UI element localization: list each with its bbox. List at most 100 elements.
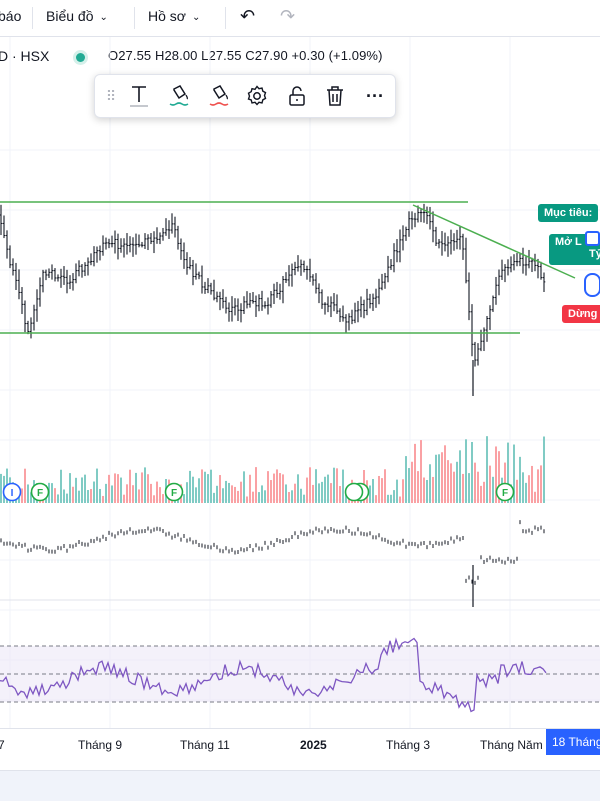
volume-bar (138, 489, 140, 503)
price-chart[interactable]: IFFFF (0, 37, 600, 728)
position-handle[interactable] (584, 273, 600, 297)
volume-bar (477, 471, 479, 503)
divider (134, 7, 135, 29)
volume-bar (297, 474, 299, 503)
volume-bar (258, 492, 260, 503)
position-handle-top[interactable] (585, 231, 600, 246)
volume-bar (75, 477, 77, 503)
profile-menu-label: Hồ sơ (148, 8, 186, 24)
volume-bar (102, 495, 104, 503)
volume-bar (186, 482, 188, 503)
volume-bar (255, 467, 257, 503)
volume-bar (378, 475, 380, 503)
line-color-icon[interactable] (167, 84, 191, 108)
volume-bar (231, 485, 233, 503)
more-icon[interactable]: ··· (366, 85, 384, 106)
rsi-line (0, 637, 547, 713)
open-label-text: Mở L (555, 236, 582, 248)
volume-bar (486, 436, 488, 503)
redo-icon[interactable]: ↷ (280, 6, 296, 26)
time-tick: Tháng 11 (180, 738, 230, 752)
time-tick: Tháng 9 (78, 738, 123, 752)
volume-bar (72, 486, 74, 503)
drawing-toolbar: ⠿ ··· (94, 74, 396, 118)
settings-icon[interactable] (245, 84, 269, 108)
fill-color-icon[interactable] (207, 84, 231, 108)
bottom-panel (0, 770, 600, 801)
undo-icon[interactable]: ↶ (240, 6, 256, 26)
volume-bar (204, 471, 206, 503)
event-label: F (37, 488, 43, 499)
volume-bar (219, 475, 221, 503)
text-icon[interactable] (127, 84, 151, 108)
event-marker (344, 482, 364, 502)
volume-bar (156, 481, 158, 503)
volume-bars (0, 436, 545, 503)
volume-bar (537, 469, 539, 503)
drag-handle-icon[interactable]: ⠿ (105, 87, 117, 104)
volume-bar (135, 472, 137, 503)
volume-bar (24, 468, 26, 503)
volume-bar (216, 485, 218, 503)
volume-bar (345, 492, 347, 503)
volume-bar (336, 468, 338, 503)
event-marker (164, 482, 184, 502)
chevron-down-icon: ⌄ (191, 12, 201, 23)
symbol-name[interactable]: D · HSX (0, 48, 50, 64)
volume-bar (423, 477, 425, 503)
time-axis[interactable]: 7 Tháng 9 Tháng 11 2025 Tháng 3 Tháng Nă… (0, 728, 600, 759)
volume-bar (249, 474, 251, 503)
divider (225, 7, 226, 29)
volume-bar (483, 481, 485, 503)
volume-bar (222, 488, 224, 503)
volume-bar (417, 471, 419, 503)
target-label[interactable]: Mục tiêu: (538, 204, 599, 222)
volume-bar (252, 491, 254, 503)
volume-bar (108, 474, 110, 503)
volume-bar (90, 489, 92, 503)
volume-bar (282, 474, 284, 503)
event-label: F (171, 488, 177, 499)
volume-bar (495, 446, 497, 503)
volume-bar (66, 493, 68, 503)
volume-bar (318, 483, 320, 503)
current-time-label: 18 Tháng (546, 729, 600, 755)
time-tick: 7 (0, 738, 5, 752)
divider (32, 7, 33, 29)
volume-bar (321, 481, 323, 503)
top-toolbar: báo Biểu đồ ⌄ Hồ sơ ⌄ ↶ ↷ (0, 0, 600, 37)
unlock-icon[interactable] (285, 84, 309, 108)
volume-bar (540, 465, 542, 503)
volume-bar (246, 496, 248, 503)
trend-line (412, 204, 576, 279)
volume-bar (69, 473, 71, 503)
volume-bar (114, 473, 116, 503)
chart-menu-button[interactable]: Biểu đồ ⌄ (46, 8, 108, 24)
volume-bar (183, 494, 185, 503)
volume-bar (330, 483, 332, 503)
volume-bar (375, 495, 377, 503)
profile-menu-button[interactable]: Hồ sơ ⌄ (148, 8, 200, 24)
alert-menu-partial[interactable]: báo (0, 8, 22, 24)
volume-bar (234, 486, 236, 503)
volume-bar (453, 471, 455, 503)
volume-bar (324, 476, 326, 503)
volume-bar (339, 486, 341, 503)
volume-bar (480, 485, 482, 503)
volume-bar (438, 454, 440, 503)
open-position-label[interactable]: Mở L Tỷ (549, 234, 600, 265)
volume-bar (309, 467, 311, 503)
volume-bar (63, 489, 65, 503)
volume-bar (141, 472, 143, 503)
volume-bar (528, 475, 530, 503)
volume-bar (525, 482, 527, 503)
volume-bar (405, 456, 407, 503)
stop-label[interactable]: Dừng (562, 305, 600, 323)
volume-bar (195, 487, 197, 503)
volume-bar (468, 473, 470, 503)
delete-icon[interactable] (323, 84, 347, 108)
time-tick: 2025 (300, 738, 327, 752)
volume-bar (447, 460, 449, 503)
volume-bar (327, 474, 329, 503)
chevron-down-icon: ⌄ (99, 12, 108, 23)
